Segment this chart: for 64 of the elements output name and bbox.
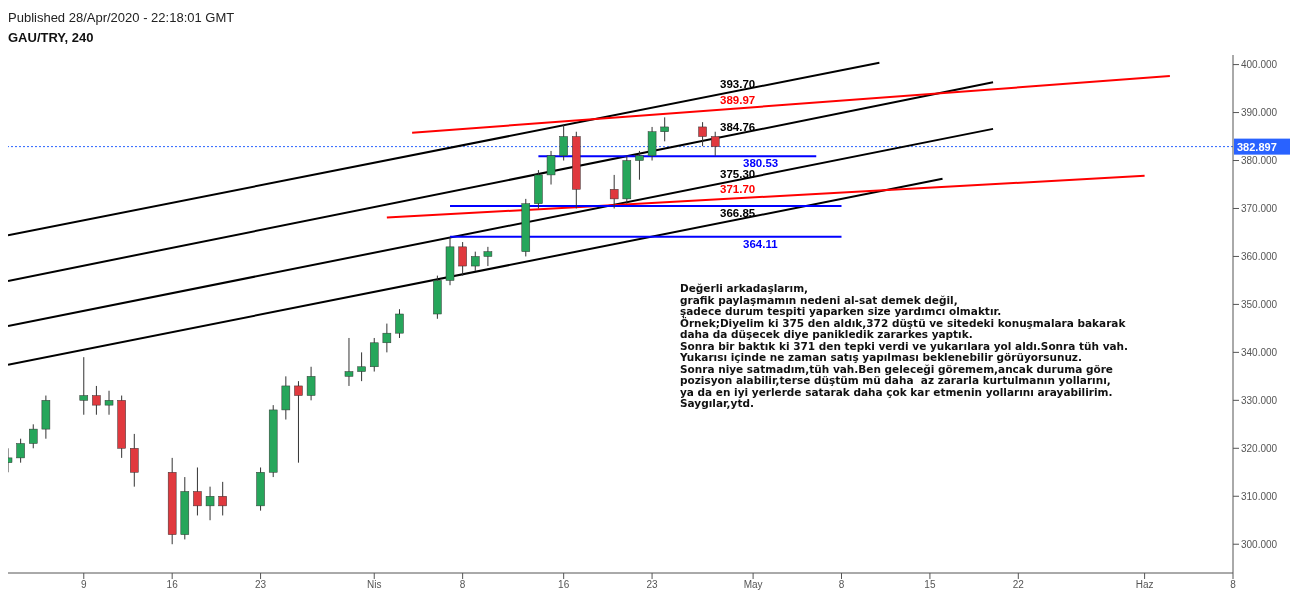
x-tick-label: May (743, 579, 763, 591)
candlestick (281, 375, 291, 421)
x-tick-label: 8 (459, 579, 466, 591)
candlestick (483, 246, 493, 267)
y-tick-label: 380.000 (1241, 155, 1278, 167)
y-tick-label: 360.000 (1241, 250, 1278, 262)
candlestick (635, 150, 644, 181)
candlestick (546, 150, 556, 185)
series-label: 364.11 (743, 237, 779, 250)
y-tick-label: 400.000 (1241, 59, 1278, 71)
candlestick (698, 121, 707, 147)
x-tick-label: 16 (166, 579, 179, 591)
x-tick-label: 8 (1230, 579, 1237, 591)
y-tick-label: 340.000 (1241, 346, 1278, 358)
candlestick (104, 390, 114, 416)
candlestick (369, 337, 379, 373)
x-tick-label: 15 (924, 579, 936, 591)
candlestick (471, 251, 480, 272)
x-tick-label: Haz (1135, 579, 1154, 591)
candlestick (29, 423, 38, 449)
candlestick (16, 438, 25, 464)
x-tick-label: Nis (367, 579, 382, 591)
text: Değerli arkadaşlarım, grafik paylaşmamın nedeni al-sat demek değil, şadece durum tespiti yaparken size yardımcı olmaktır. Örnek;Diyelim ki 375 den aldık,372 düştü ve sitedeki konuşmalara bakarak daha da düşecek diye panikledik zararkes yaptık. Sonra bir baktık ki 371 den tepki verdi ve yukarılara yol aldı.Sonra tüh vah. Yukarısı içinde ne zaman satış yapılması beklenebilir görüyorsunuz. Sonra niye satmadım,tüh vah.Ben geleceği göremem,ancak duruma göre pozisyon alabilir,terse düştüm mü daha az zararla kurtulmanın yollarını, ya da en iyi yerlerde satarak daha çok kar etmenin yollarını arayabilirim. Saygılar,ytd. (680, 282, 1129, 409)
series-label: 380.53 (743, 157, 779, 170)
x-tick-label: 8 (838, 579, 845, 591)
x-tick-label: 23 (646, 579, 659, 591)
x-tick-label: 23 (255, 579, 267, 591)
series-label: 371.70 (720, 183, 756, 196)
series-label: 366.85 (720, 207, 756, 220)
candlestick (395, 308, 404, 339)
y-tick-label: 390.000 (1241, 107, 1278, 119)
ref-line-label: 382.897 (1237, 140, 1277, 153)
candlestick (458, 241, 467, 277)
candlestick (130, 433, 139, 488)
x-tick-label: 9 (80, 579, 87, 591)
candlestick (306, 366, 316, 401)
candlestick (609, 174, 619, 209)
y-tick-label: 370.000 (1241, 203, 1278, 215)
series-label: 389.97 (720, 93, 756, 106)
candlestick (205, 486, 215, 521)
series-label: 393.70 (720, 78, 756, 91)
x-tick-label: 16 (558, 579, 570, 591)
y-tick-label: 350.000 (1241, 298, 1278, 310)
y-tick-label: 330.000 (1241, 394, 1278, 406)
y-tick-label: 310.000 (1241, 490, 1278, 502)
candlestick (382, 323, 392, 353)
candlestick (647, 126, 657, 162)
y-tick-label: 300.000 (1241, 538, 1278, 550)
candlestick (660, 116, 669, 142)
chart-subtitle: Published 28/Apr/2020 - 22:18:01 GMT (8, 9, 236, 27)
series-label: 375.30 (720, 167, 756, 180)
candlestick (559, 124, 568, 162)
candlestick (710, 131, 720, 157)
x-tick-label: 22 (1012, 579, 1025, 591)
candlestick (344, 337, 354, 387)
candlestick (294, 380, 303, 464)
chart-title: GAU/TRY, 240 (8, 30, 95, 47)
y-tick-label: 320.000 (1241, 442, 1278, 454)
candlestick (79, 356, 89, 416)
candlestick (193, 466, 202, 516)
candlestick (357, 351, 366, 382)
candlestick (218, 481, 227, 516)
candlestick (92, 385, 101, 416)
series-label: 384.76 (720, 121, 756, 134)
